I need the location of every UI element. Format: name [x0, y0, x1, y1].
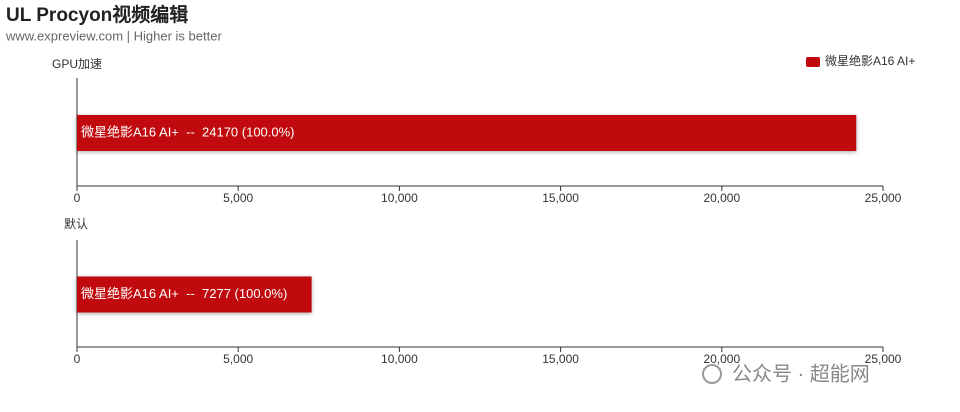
bar — [77, 276, 312, 313]
x-tick-label: 5,000 — [223, 191, 253, 205]
x-tick-label: 20,000 — [703, 352, 740, 366]
chart-title: UL Procyon视频编辑 — [6, 3, 188, 26]
watermark-icon — [702, 364, 722, 384]
axis-label: 默认 — [64, 216, 88, 231]
x-tick-label: 25,000 — [865, 191, 902, 205]
x-tick-label: 0 — [74, 352, 81, 366]
legend-label: 微星绝影A16 AI+ — [825, 53, 915, 68]
watermark-text: 公众号 · 超能网 — [732, 362, 870, 385]
x-tick-label: 10,000 — [381, 191, 418, 205]
value-label: 微星绝影A16 AI+ -- 7277 (100.0%) — [81, 286, 287, 301]
axis-label: GPU加速 — [52, 57, 102, 71]
x-tick-label: 15,000 — [542, 191, 579, 205]
legend-swatch — [806, 57, 820, 67]
chart-subtitle: www.expreview.com | Higher is better — [5, 28, 222, 43]
x-tick-label: 20,000 — [703, 191, 740, 205]
x-tick-label: 0 — [74, 191, 81, 205]
x-tick-label: 10,000 — [381, 352, 418, 366]
watermark: 公众号 · 超能网 — [702, 362, 870, 385]
value-label: 微星绝影A16 AI+ -- 24170 (100.0%) — [81, 124, 295, 139]
bar — [77, 115, 857, 151]
x-tick-label: 5,000 — [223, 352, 253, 366]
x-tick-label: 25,000 — [865, 352, 902, 366]
x-tick-label: 15,000 — [542, 352, 579, 366]
